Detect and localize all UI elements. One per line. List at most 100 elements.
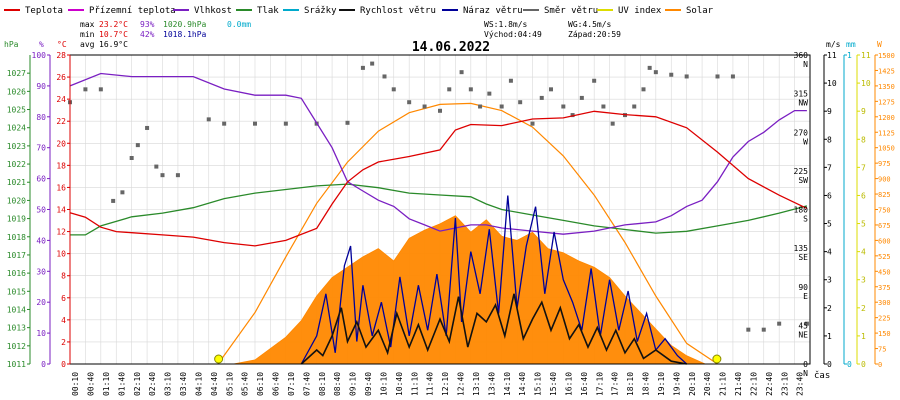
x-tick-label: 04:40	[210, 372, 219, 396]
series-solar-area	[233, 215, 706, 365]
degc-axis-unit: °C	[57, 40, 67, 49]
w-tick-label: 600	[878, 237, 891, 245]
w-tick-label: 1050	[878, 145, 895, 153]
stats-avg-temp: 16.9°C	[99, 40, 128, 49]
axes: 00:10 00:40 01:10 01:40 02:10 02:40 03:10 03:40…	[4, 40, 895, 396]
wind-direction-point	[518, 100, 523, 105]
uv-tick-label: 8	[861, 135, 866, 144]
ms-tick-label: 2	[827, 304, 832, 313]
series-temp-line	[69, 110, 808, 247]
wind-direction-point	[422, 104, 427, 109]
x-tick-label: 21:40	[734, 372, 743, 396]
ms-tick-label: 5	[827, 220, 832, 229]
uv-tick-label: 0	[861, 360, 866, 369]
series-solar-curve	[217, 102, 718, 365]
series-ws-line	[300, 293, 687, 365]
x-tick-label: 00:10	[71, 372, 80, 396]
compass-label: NW	[798, 99, 808, 108]
wind-direction-point	[610, 121, 615, 126]
stats-wg: WG:4.5m/s	[568, 20, 612, 29]
wind-direction-point	[360, 65, 365, 70]
x-tick-label: 05:10	[225, 372, 234, 396]
wind-direction-point	[253, 121, 257, 126]
x-tick-label: 18:40	[642, 372, 651, 396]
pct-tick-label: 20	[36, 298, 46, 307]
wind-direction-point	[447, 87, 452, 92]
dir-tick-label: 180	[794, 206, 809, 215]
w-tick-label: 750	[878, 207, 891, 215]
degc-tick-label: 12	[56, 228, 66, 237]
legend-label: Solar	[686, 6, 714, 16]
stats-min-label: min	[80, 30, 95, 39]
wind-direction-point	[175, 173, 180, 178]
x-tick-label: 09:10	[349, 372, 358, 396]
x-tick-label: 19:40	[672, 372, 681, 396]
mm-tick-label: 1	[847, 51, 852, 60]
x-tick-label: 17:10	[595, 372, 604, 396]
ms-tick-label: 10	[827, 79, 837, 88]
stats-max-press: 1020.9hPa	[163, 20, 207, 29]
compass-label: N	[803, 60, 808, 69]
degc-tick-label: 14	[56, 206, 66, 215]
wind-direction-point	[641, 87, 646, 92]
x-tick-label: 03:40	[179, 372, 188, 396]
x-tick-label: 02:40	[148, 372, 157, 396]
wind-direction-point	[487, 91, 492, 96]
compass-label: NE	[798, 330, 808, 339]
pct-tick-label: 0	[41, 360, 46, 369]
dir-tick-label: 315	[794, 90, 809, 99]
x-tick-label: 22:40	[765, 372, 774, 396]
x-tick-label: 10:40	[395, 372, 404, 396]
mm-axis-unit: mm	[846, 40, 856, 49]
x-tick-label: 08:10	[318, 372, 327, 396]
pct-tick-label: 10	[36, 329, 46, 338]
wind-direction-point	[83, 87, 88, 92]
ms-tick-label: 0	[827, 360, 832, 369]
hpa-tick-label: 1016	[7, 269, 26, 278]
x-tick-label: 07:10	[287, 372, 296, 396]
hpa-tick-label: 1019	[7, 215, 26, 224]
w-tick-label: 1125	[878, 129, 895, 137]
stats-max-hum: 93%	[140, 20, 155, 29]
wind-direction-point	[111, 198, 116, 203]
x-tick-label: 00:40	[87, 372, 96, 396]
wind-direction-point	[370, 61, 375, 66]
degc-tick-label: 28	[56, 51, 66, 60]
wind-direction-point	[684, 74, 689, 79]
w-tick-label: 0	[878, 361, 882, 369]
w-tick-label: 675	[878, 222, 891, 230]
w-tick-label: 300	[878, 299, 891, 307]
x-tick-label: 15:10	[534, 372, 543, 396]
stats-min-press: 1018.1hPa	[163, 30, 207, 39]
degc-tick-label: 26	[56, 73, 66, 82]
wind-direction-point	[382, 74, 387, 79]
ms-tick-label: 6	[827, 191, 832, 200]
wind-direction-point	[804, 321, 809, 326]
x-tick-label: 16:40	[580, 372, 589, 396]
w-tick-label: 1500	[878, 52, 895, 60]
uv-tick-label: 3	[861, 276, 866, 285]
pct-tick-label: 100	[32, 51, 47, 60]
hpa-tick-label: 1026	[7, 87, 26, 96]
hpa-tick-label: 1014	[7, 305, 26, 314]
wind-direction-point	[283, 121, 288, 126]
wind-direction-point	[669, 72, 674, 77]
legend-label: Teplota	[25, 6, 63, 16]
w-tick-label: 1275	[878, 98, 895, 106]
pct-tick-label: 30	[36, 267, 46, 276]
wind-direction-point	[508, 78, 513, 83]
ms-tick-label: 9	[827, 107, 832, 116]
stats-avg-label: avg	[80, 40, 95, 49]
x-tick-label: 12:40	[457, 372, 466, 396]
wind-direction-point	[715, 74, 720, 79]
hpa-tick-label: 1017	[7, 251, 26, 260]
degc-tick-label: 18	[56, 161, 66, 170]
sunrise-marker	[214, 354, 224, 364]
pct-tick-label: 50	[36, 206, 46, 215]
w-tick-label: 525	[878, 253, 891, 261]
degc-tick-label: 24	[56, 95, 66, 104]
uv-tick-label: 7	[861, 163, 866, 172]
x-tick-label: 13:10	[472, 372, 481, 396]
x-unit-label: čas	[814, 370, 830, 381]
wind-direction-point	[653, 70, 658, 75]
